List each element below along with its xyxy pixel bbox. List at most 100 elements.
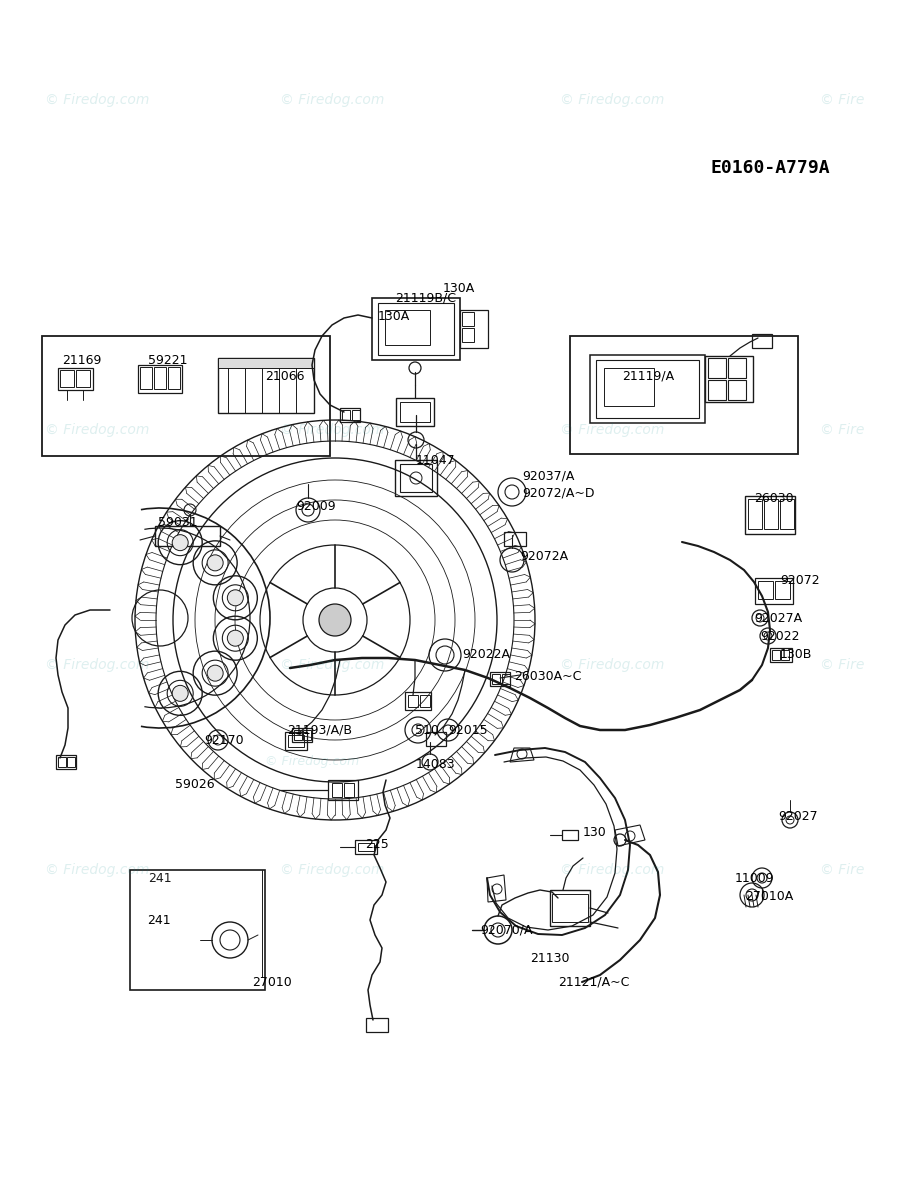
Bar <box>570 336 798 454</box>
Text: © Firedog.com: © Firedog.com <box>45 422 149 437</box>
Text: 26030A~C: 26030A~C <box>514 670 581 683</box>
Bar <box>385 310 430 346</box>
Circle shape <box>207 665 223 682</box>
Text: © Firedog.com: © Firedog.com <box>45 92 149 107</box>
Text: E0160-A779A: E0160-A779A <box>710 158 830 176</box>
Bar <box>292 728 312 742</box>
Bar <box>400 402 430 422</box>
Text: © Firedog.com: © Firedog.com <box>280 422 384 437</box>
Text: 59026: 59026 <box>175 778 215 791</box>
Bar <box>426 732 446 746</box>
Bar <box>67 757 75 767</box>
Text: 27010A: 27010A <box>745 890 793 904</box>
Text: 21193/A/B: 21193/A/B <box>287 724 352 737</box>
Bar <box>504 532 526 546</box>
Bar <box>130 870 265 990</box>
Bar <box>60 370 74 386</box>
Text: 11047: 11047 <box>416 455 456 468</box>
Bar <box>372 298 460 360</box>
Circle shape <box>227 630 243 646</box>
Circle shape <box>207 554 223 571</box>
Bar <box>340 408 360 422</box>
Text: © Fire: © Fire <box>820 863 865 877</box>
Text: 21119B/C: 21119B/C <box>395 292 456 305</box>
Text: © Fire: © Fire <box>820 422 865 437</box>
Bar <box>708 358 726 378</box>
Bar <box>748 499 762 529</box>
Bar <box>770 648 792 662</box>
Text: 92015: 92015 <box>448 724 488 737</box>
Bar <box>490 672 510 686</box>
Bar <box>502 674 510 684</box>
Bar <box>780 499 794 529</box>
Text: © Firedog.com: © Firedog.com <box>280 658 384 672</box>
Bar <box>550 890 590 926</box>
Text: 92170: 92170 <box>204 734 244 748</box>
Bar <box>218 358 314 413</box>
Bar <box>76 370 90 386</box>
Bar <box>344 782 354 797</box>
Text: 130A: 130A <box>443 282 475 294</box>
Bar <box>168 367 180 389</box>
Bar <box>378 302 454 355</box>
Text: 130A: 130A <box>378 310 410 323</box>
Text: 241: 241 <box>147 913 171 926</box>
Text: 21121/A~C: 21121/A~C <box>558 976 629 989</box>
Bar <box>56 755 76 769</box>
Bar <box>758 581 773 599</box>
Bar <box>58 368 93 390</box>
Bar <box>366 1018 388 1032</box>
Text: 27010: 27010 <box>252 976 292 989</box>
Text: 21130: 21130 <box>530 952 569 965</box>
Text: © Firedog.com: © Firedog.com <box>45 658 149 672</box>
Bar <box>342 410 350 420</box>
Bar <box>58 757 66 767</box>
Bar <box>772 650 780 660</box>
Bar <box>138 365 182 392</box>
Bar <box>218 358 314 368</box>
Text: 225: 225 <box>365 839 389 852</box>
Bar <box>460 310 488 348</box>
Text: 59221: 59221 <box>148 354 187 367</box>
Bar <box>328 780 358 800</box>
Bar <box>400 464 432 492</box>
Text: 92070/A: 92070/A <box>480 924 533 936</box>
Bar <box>155 526 220 546</box>
Text: © Firedog.com: © Firedog.com <box>280 863 384 877</box>
Bar <box>303 730 311 740</box>
Text: 92027A: 92027A <box>754 612 802 624</box>
Bar <box>420 695 430 707</box>
Circle shape <box>172 685 188 701</box>
Text: © Firedog.com: © Firedog.com <box>560 92 665 107</box>
Bar <box>294 730 302 740</box>
Bar <box>154 367 166 389</box>
Bar <box>781 650 789 660</box>
Text: 92072: 92072 <box>780 575 820 588</box>
Bar <box>140 367 152 389</box>
Bar <box>396 398 434 426</box>
Text: 130: 130 <box>583 826 607 839</box>
Text: © Firedog.com: © Firedog.com <box>560 863 665 877</box>
Bar <box>352 410 360 420</box>
Text: © Fire: © Fire <box>820 92 865 107</box>
Text: © Firedog.com: © Firedog.com <box>265 756 359 768</box>
Bar <box>705 356 753 402</box>
Bar <box>604 368 654 406</box>
Bar <box>355 840 377 854</box>
Bar <box>462 328 474 342</box>
Bar <box>708 380 726 400</box>
Bar <box>408 695 418 707</box>
Bar <box>745 496 795 534</box>
Bar <box>405 692 431 710</box>
Bar <box>462 312 474 326</box>
Text: 11009: 11009 <box>735 871 775 884</box>
Bar <box>42 336 330 456</box>
Text: 14083: 14083 <box>416 757 456 770</box>
Text: 510: 510 <box>415 724 439 737</box>
Bar <box>395 460 437 496</box>
Bar <box>596 360 699 418</box>
Text: 26030: 26030 <box>754 492 793 504</box>
Text: 92022A: 92022A <box>462 648 510 660</box>
Text: 59031: 59031 <box>158 516 198 528</box>
Bar <box>492 674 500 684</box>
